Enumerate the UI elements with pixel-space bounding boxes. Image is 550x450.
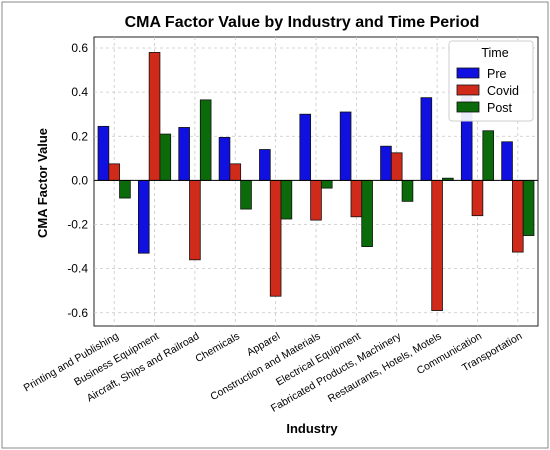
y-tick-label: 0.2 [71, 129, 88, 143]
bar-covid-3 [229, 163, 242, 181]
legend-label-pre: Pre [487, 67, 507, 81]
bar-covid-0 [108, 163, 120, 181]
bar-pre-8 [420, 97, 433, 181]
y-axis-label: CMA Factor Value [35, 128, 50, 238]
bar-pre-7 [380, 145, 392, 181]
legend-box [448, 40, 534, 122]
bar-covid-4 [269, 179, 282, 297]
legend-title: Time [481, 46, 508, 60]
bar-post-9 [482, 130, 495, 181]
bar-post-3 [240, 179, 252, 210]
bar-covid-6 [350, 179, 363, 218]
y-tick-label: 0.0 [71, 173, 88, 187]
legend-label-covid: Covid [487, 84, 519, 98]
legend: Time Pre Covid Post [448, 40, 534, 122]
bar-pre-0 [97, 125, 110, 181]
legend-swatch-post [456, 101, 480, 113]
bar-pre-6 [339, 111, 352, 181]
bar-covid-10 [512, 179, 524, 253]
bar-covid-8 [431, 179, 443, 311]
bar-covid-1 [148, 52, 161, 181]
legend-swatch-pre [456, 67, 480, 79]
bar-pre-10 [501, 141, 513, 181]
bar-covid-9 [471, 179, 484, 217]
legend-swatch-covid [456, 84, 480, 96]
bar-pre-2 [178, 127, 190, 181]
bar-post-6 [361, 179, 373, 247]
x-axis-label: Industry [286, 421, 338, 436]
bar-pre-5 [299, 113, 312, 181]
bar-post-2 [199, 99, 212, 181]
bar-post-7 [401, 179, 414, 202]
y-tick-label: -0.2 [67, 218, 88, 232]
bar-pre-3 [218, 136, 231, 181]
y-tick-label: 0.6 [71, 41, 88, 55]
bar-post-0 [119, 179, 131, 199]
bar-covid-7 [390, 152, 403, 181]
y-tick-label: -0.6 [67, 306, 88, 320]
bar-covid-2 [189, 179, 201, 261]
bar-post-5 [320, 179, 333, 189]
bar-post-4 [280, 179, 293, 220]
bar-pre-4 [259, 149, 271, 181]
y-tick-label: 0.4 [71, 85, 88, 99]
bar-post-1 [159, 133, 172, 181]
bar-post-10 [522, 179, 535, 236]
legend-label-post: Post [487, 101, 513, 115]
y-tick-label: -0.4 [67, 262, 88, 276]
bar-pre-1 [137, 179, 150, 254]
bar-covid-5 [310, 179, 322, 221]
chart-title: CMA Factor Value by Industry and Time Pe… [125, 14, 480, 31]
